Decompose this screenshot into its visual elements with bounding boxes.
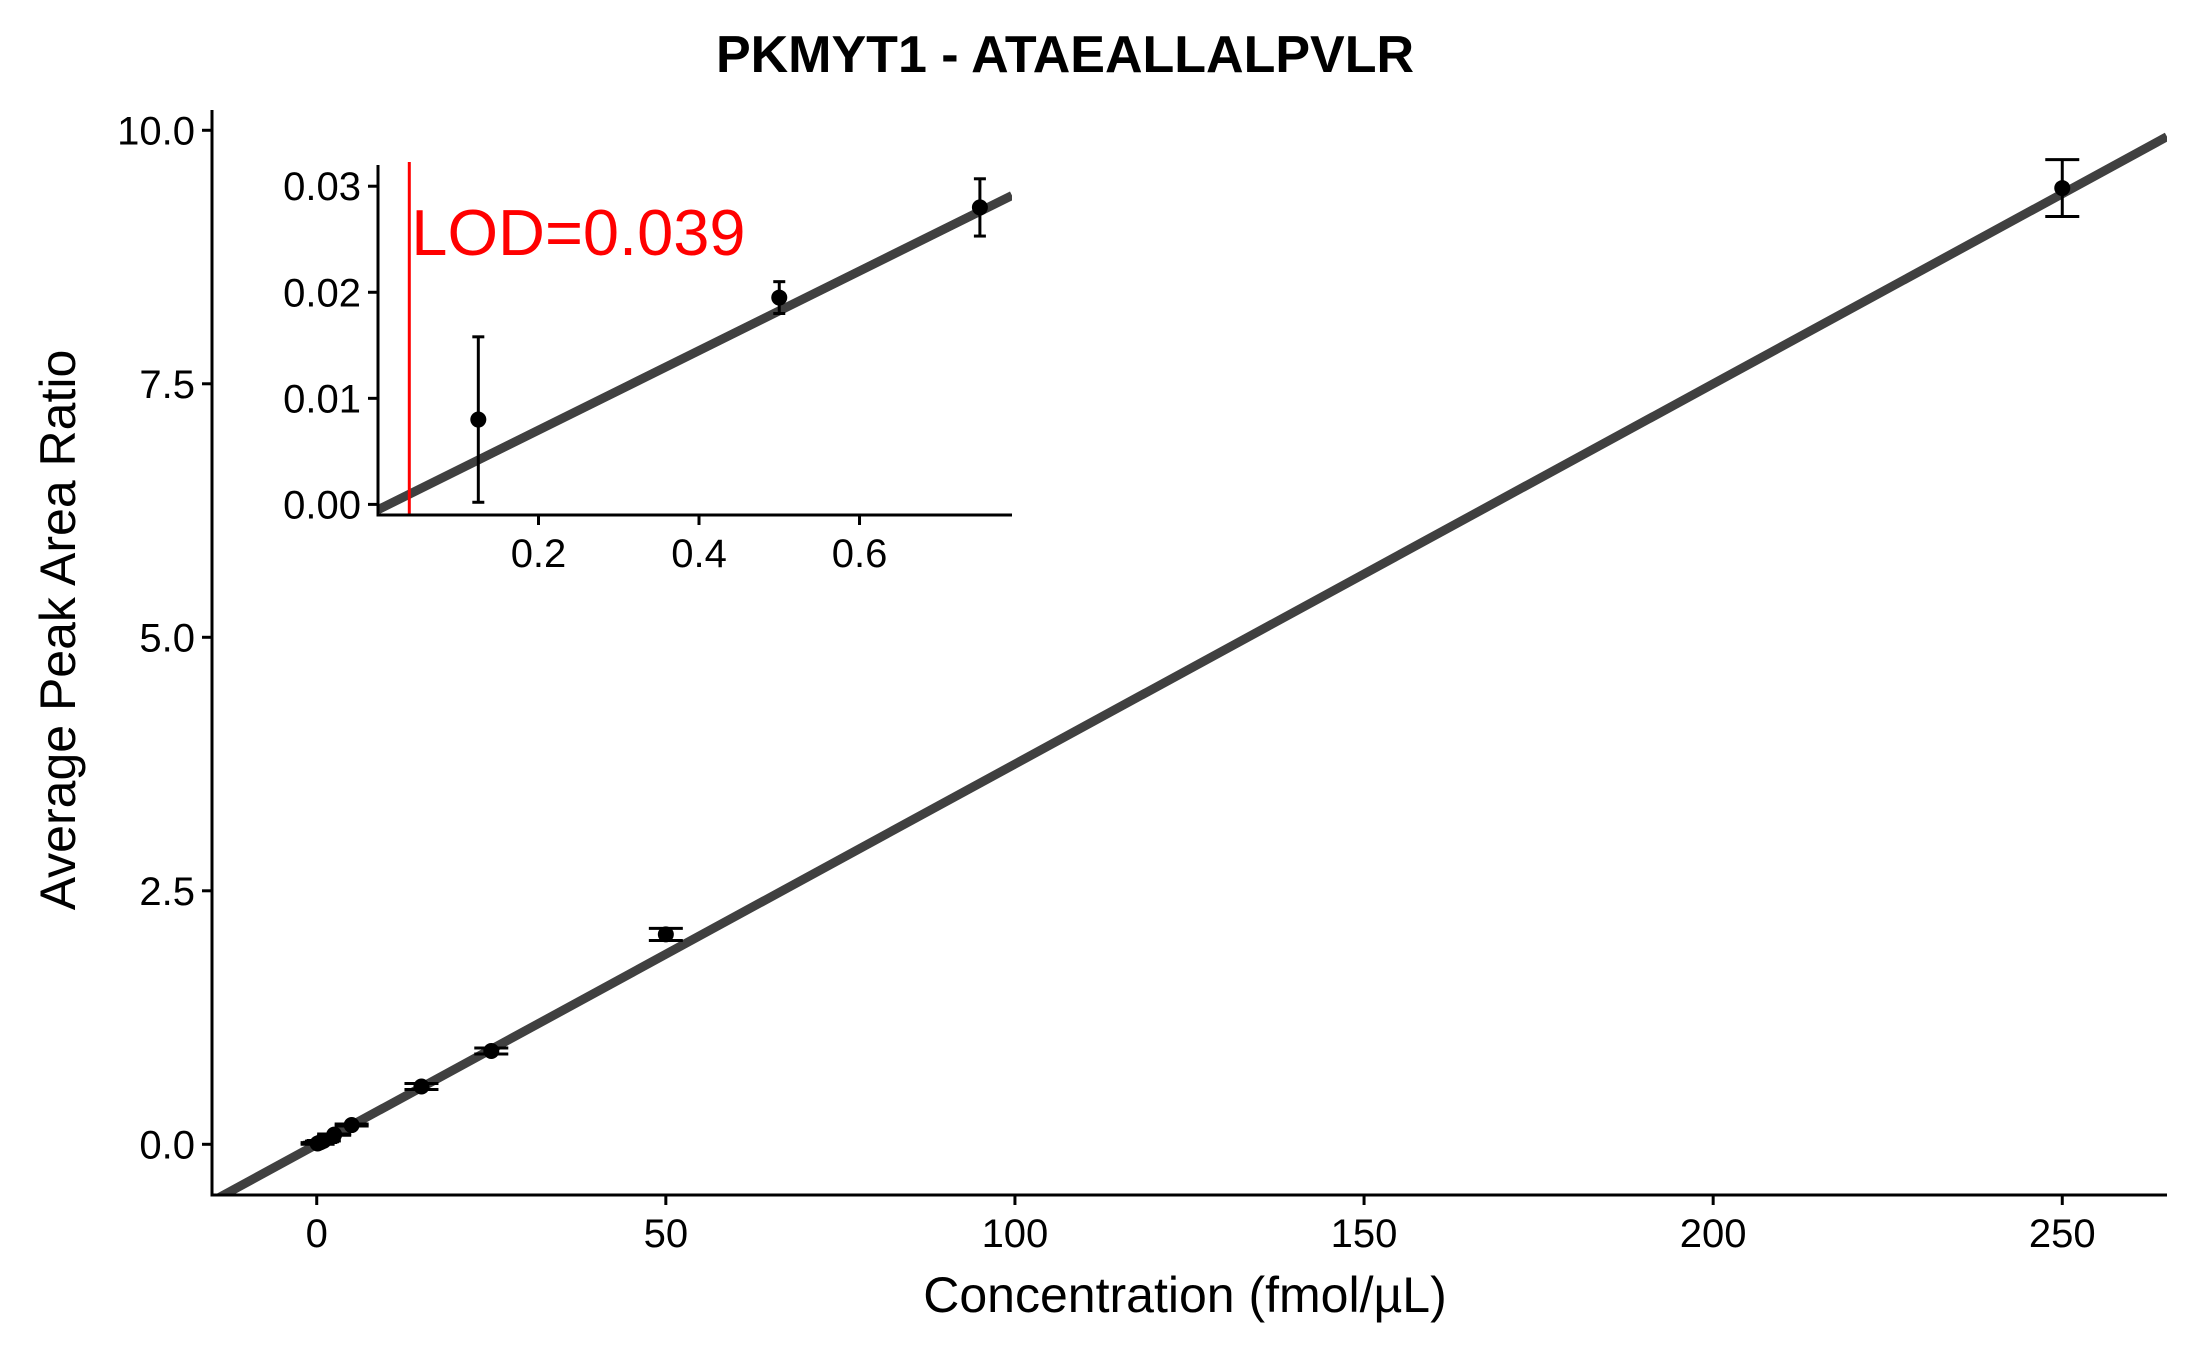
- y-tick-label: 0.0: [139, 1123, 195, 1167]
- main-plot: 0 50 100 150 200 250 0.0 2.5 5.0 7.5 10.0: [117, 109, 2167, 1256]
- x-axis-title: Concentration (fmol/µL): [923, 1267, 1446, 1323]
- data-point: [474, 1043, 509, 1060]
- data-point: [334, 1117, 369, 1134]
- fit-line: [378, 191, 1012, 514]
- data-point: [2045, 158, 2080, 218]
- x-tick-label: 200: [1680, 1212, 1747, 1256]
- y-tick-label: 10.0: [117, 109, 195, 153]
- data-point-marker: [2054, 180, 2071, 197]
- chart-title: PKMYT1 - ATAEALLALPVLR: [716, 26, 1414, 84]
- y-tick-label: 0.01: [283, 377, 361, 421]
- data-point-marker: [343, 1117, 360, 1134]
- y-tick-label: 7.5: [139, 363, 195, 407]
- data-point-marker: [971, 199, 988, 216]
- inset-plot: LOD=0.039 0.2 0.4 0.6 0.00 0.01 0.02 0.03: [283, 162, 1012, 576]
- data-point-marker: [771, 289, 788, 306]
- data-point: [971, 177, 988, 238]
- data-point: [404, 1078, 439, 1095]
- x-tick-label: 250: [2029, 1212, 2096, 1256]
- y-axis-title: Average Peak Area Ratio: [30, 350, 86, 911]
- data-point-marker: [657, 926, 674, 943]
- lod-label: LOD=0.039: [411, 196, 745, 269]
- x-tick-label: 50: [644, 1212, 689, 1256]
- y-tick-label: 5.0: [139, 616, 195, 660]
- x-tick-label: 0: [306, 1212, 328, 1256]
- y-tick-label: 0.02: [283, 271, 361, 315]
- data-point: [317, 1126, 352, 1143]
- x-tick-label: 0.2: [511, 532, 567, 576]
- y-tick-label: 0.00: [283, 483, 361, 527]
- x-tick-label: 0.6: [832, 532, 888, 576]
- data-point: [771, 280, 788, 315]
- y-tick-label: 2.5: [139, 870, 195, 914]
- x-tick-label: 0.4: [671, 532, 727, 576]
- data-point: [470, 335, 487, 504]
- x-tick-label: 100: [982, 1212, 1049, 1256]
- fit-line: [214, 132, 2167, 1195]
- data-point-marker: [483, 1043, 500, 1060]
- data-point-marker: [470, 411, 487, 428]
- data-point-marker: [413, 1078, 430, 1095]
- data-point: [648, 926, 683, 943]
- data-point-marker: [326, 1126, 343, 1143]
- y-tick-label: 0.03: [283, 165, 361, 209]
- x-tick-label: 150: [1331, 1212, 1398, 1256]
